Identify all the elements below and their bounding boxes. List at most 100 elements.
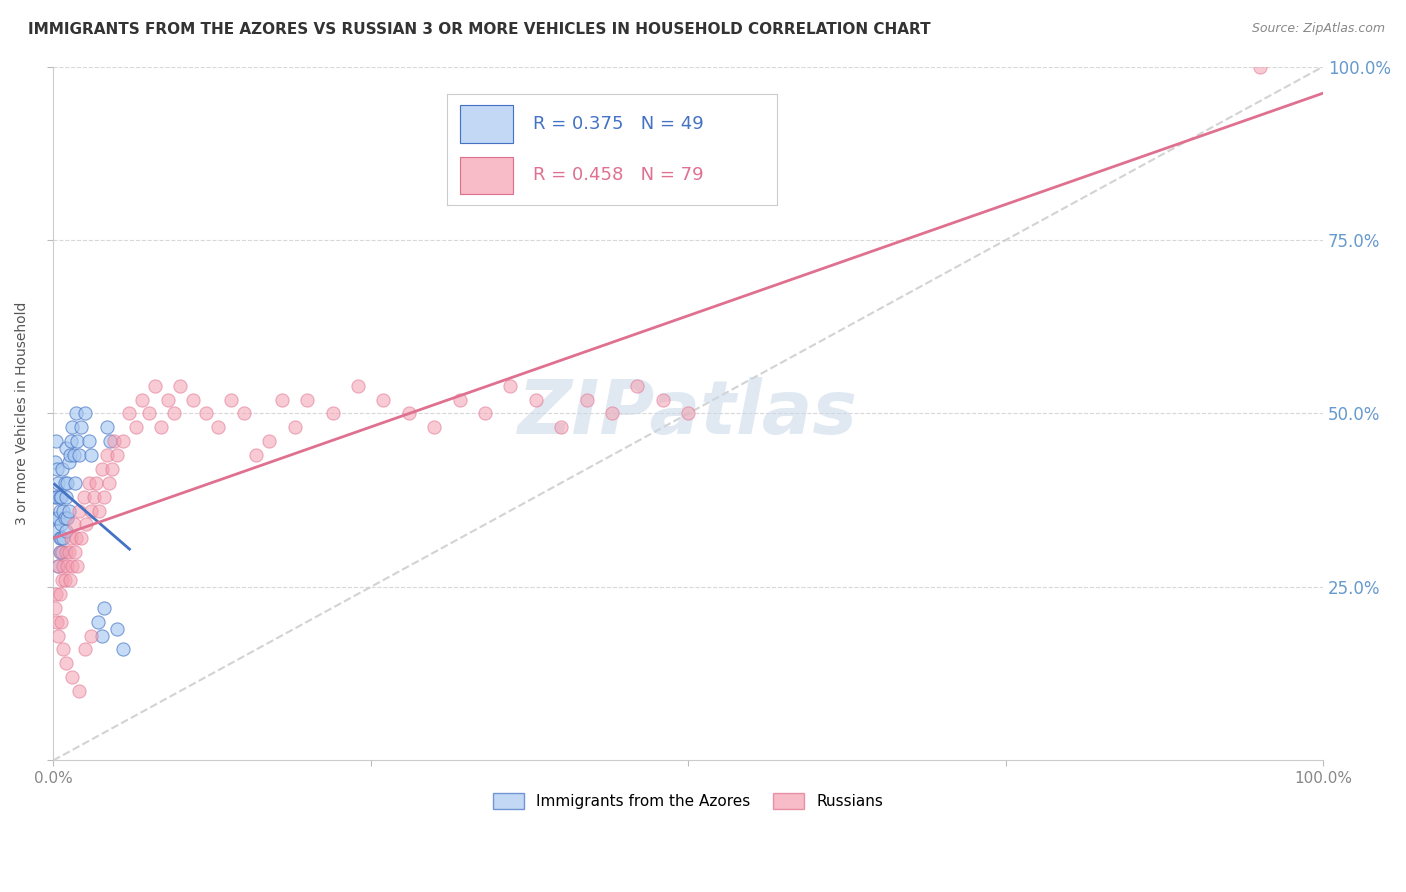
Point: [56, 559, 79, 574]
Point: [423, 420, 446, 434]
Point: [232, 407, 254, 421]
Point: [90, 462, 112, 476]
Point: [131, 392, 153, 407]
Text: IMMIGRANTS FROM THE AZORES VS RUSSIAN 3 OR MORE VEHICLES IN HOUSEHOLD CORRELATIO: IMMIGRANTS FROM THE AZORES VS RUSSIAN 3 …: [28, 22, 931, 37]
Point: [449, 392, 471, 407]
Point: [51, 462, 73, 476]
Point: [156, 392, 179, 407]
Point: [626, 378, 648, 392]
Point: [100, 434, 122, 449]
Point: [118, 407, 141, 421]
Point: [73, 407, 96, 421]
Point: [63, 475, 86, 490]
Point: [80, 503, 103, 517]
Point: [52, 503, 75, 517]
Point: [46, 615, 69, 629]
Point: [65, 532, 87, 546]
Point: [46, 462, 69, 476]
Legend: Immigrants from the Azores, Russians: Immigrants from the Azores, Russians: [488, 787, 889, 815]
Point: [60, 532, 83, 546]
Point: [48, 559, 70, 574]
Point: [55, 490, 77, 504]
Point: [86, 475, 108, 490]
Point: [96, 448, 118, 462]
Point: [49, 517, 72, 532]
Point: [46, 524, 69, 539]
Point: [62, 448, 84, 462]
Point: [44, 455, 66, 469]
Point: [48, 490, 70, 504]
Point: [59, 573, 82, 587]
Point: [105, 622, 128, 636]
Point: [49, 490, 72, 504]
Point: [297, 392, 319, 407]
Point: [600, 407, 623, 421]
Y-axis label: 3 or more Vehicles in Household: 3 or more Vehicles in Household: [15, 301, 30, 525]
Point: [125, 420, 148, 434]
Point: [44, 600, 66, 615]
Point: [524, 392, 547, 407]
Point: [270, 392, 292, 407]
Point: [60, 434, 83, 449]
Point: [51, 545, 73, 559]
Point: [48, 545, 70, 559]
Point: [56, 510, 79, 524]
Point: [219, 392, 242, 407]
Point: [45, 434, 67, 449]
Point: [112, 434, 135, 449]
Point: [49, 615, 72, 629]
Point: [676, 407, 699, 421]
Point: [194, 407, 217, 421]
Point: [55, 657, 77, 671]
Point: [77, 434, 100, 449]
Point: [169, 378, 191, 392]
Point: [70, 532, 93, 546]
Point: [80, 628, 103, 642]
Point: [55, 441, 77, 455]
Point: [73, 490, 96, 504]
Point: [52, 559, 75, 574]
Point: [207, 420, 229, 434]
Point: [87, 615, 110, 629]
Point: [181, 392, 204, 407]
Point: [112, 642, 135, 657]
Point: [53, 510, 76, 524]
Point: [96, 420, 118, 434]
Point: [48, 532, 70, 546]
Point: [80, 448, 103, 462]
Point: [48, 475, 70, 490]
Point: [93, 600, 115, 615]
Point: [48, 510, 70, 524]
Point: [67, 448, 90, 462]
Point: [56, 475, 79, 490]
Point: [651, 392, 673, 407]
Point: [62, 517, 84, 532]
Point: [143, 378, 166, 392]
Point: [58, 545, 80, 559]
Point: [48, 587, 70, 601]
Text: ZIPatlas: ZIPatlas: [519, 377, 858, 450]
Point: [49, 545, 72, 559]
Point: [52, 532, 75, 546]
Point: [55, 524, 77, 539]
Point: [257, 434, 280, 449]
Point: [51, 573, 73, 587]
Point: [77, 475, 100, 490]
Point: [150, 420, 173, 434]
Point: [60, 559, 83, 574]
Point: [474, 407, 496, 421]
Point: [73, 642, 96, 657]
Point: [46, 490, 69, 504]
Point: [66, 434, 89, 449]
Point: [245, 448, 267, 462]
Point: [83, 490, 105, 504]
Point: [48, 628, 70, 642]
Point: [58, 503, 80, 517]
Point: [48, 503, 70, 517]
Point: [44, 490, 66, 504]
Point: [499, 378, 522, 392]
Point: [63, 545, 86, 559]
Point: [53, 573, 76, 587]
Point: [98, 475, 121, 490]
Point: [45, 510, 67, 524]
